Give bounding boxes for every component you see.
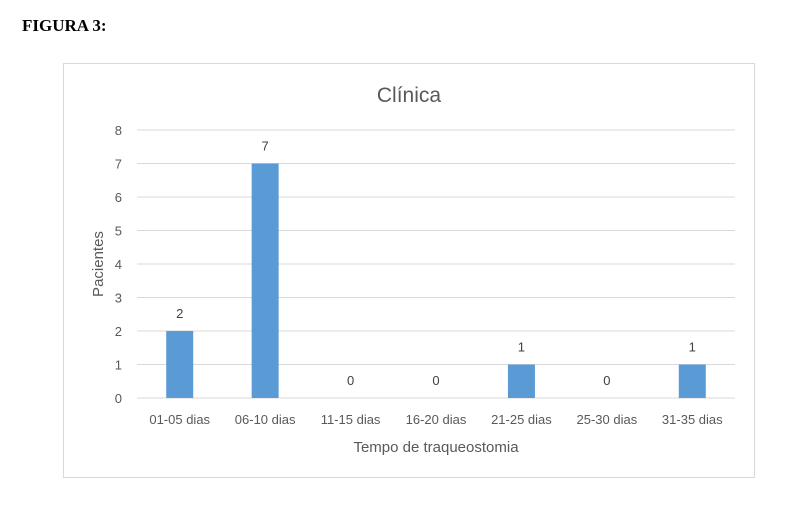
y-tick-label: 1 — [115, 358, 122, 373]
x-tick-label: 21-25 dias — [491, 412, 552, 427]
data-label: 0 — [603, 373, 610, 388]
bar — [166, 331, 194, 398]
figure-label: FIGURA 3: — [22, 16, 107, 35]
y-tick-label: 8 — [115, 123, 122, 138]
y-tick-label: 7 — [115, 157, 122, 172]
data-label: 7 — [262, 139, 269, 154]
data-label: 0 — [347, 373, 354, 388]
bar — [507, 364, 535, 398]
bar — [251, 163, 279, 398]
chart-frame — [63, 63, 755, 478]
x-tick-label: 01-05 dias — [149, 412, 210, 427]
bar — [678, 364, 706, 398]
y-tick-label: 3 — [115, 291, 122, 306]
data-label: 2 — [176, 306, 183, 321]
chart-title: Clínica — [377, 84, 442, 107]
data-labels: 2 7 0 0 1 0 1 — [176, 139, 696, 389]
x-tick-label: 11-15 dias — [321, 412, 381, 427]
x-tick-label: 06-10 dias — [235, 412, 296, 427]
gridlines — [137, 129, 735, 399]
y-axis-label: Pacientes — [90, 231, 107, 297]
x-axis-label: Tempo de traqueostomia — [353, 439, 519, 456]
y-tick-label: 4 — [115, 257, 122, 272]
x-tick-label: 16-20 dias — [406, 412, 467, 427]
y-tick-label: 0 — [115, 391, 122, 406]
y-tick-labels: 0 1 2 3 4 5 6 7 8 — [115, 123, 122, 406]
data-label: 1 — [518, 340, 525, 355]
x-tick-labels: 01-05 dias 06-10 dias 11-15 dias 16-20 dias… — [149, 412, 723, 427]
bars — [166, 163, 706, 398]
y-tick-label: 2 — [115, 324, 122, 339]
y-tick-label: 5 — [115, 224, 122, 239]
y-tick-label: 6 — [115, 190, 122, 205]
data-label: 1 — [689, 340, 696, 355]
x-tick-label: 25-30 dias — [576, 412, 637, 427]
x-tick-label: 31-35 dias — [662, 412, 723, 427]
data-label: 0 — [432, 373, 439, 388]
